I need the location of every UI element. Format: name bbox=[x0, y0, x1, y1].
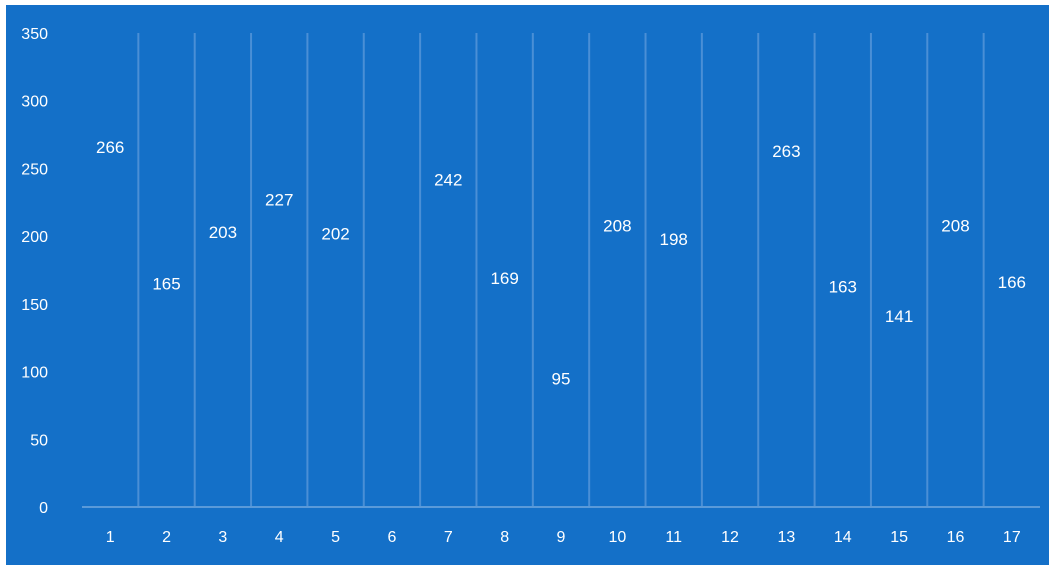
y-tick-label: 100 bbox=[21, 365, 48, 382]
y-tick-label: 350 bbox=[21, 26, 48, 43]
y-axis-tick-labels: 0 50 100 150 200 250 300 350 bbox=[21, 26, 48, 517]
x-tick-label: 2 bbox=[162, 529, 171, 546]
x-tick-label: 13 bbox=[778, 529, 796, 546]
x-tick-label: 9 bbox=[557, 529, 566, 546]
chart-panel: 0 50 100 150 200 250 300 350 1 2 3 4 5 6 7 8 9 10 11 12 13 1… bbox=[6, 5, 1049, 565]
data-label: 208 bbox=[941, 216, 969, 235]
data-label: 166 bbox=[998, 273, 1026, 292]
y-tick-label: 300 bbox=[21, 94, 48, 111]
data-labels: 266 165 203 227 202 242 169 95 208 198 263 163 141 20… bbox=[96, 138, 1026, 389]
x-tick-label: 14 bbox=[834, 529, 852, 546]
grid-layer bbox=[137, 33, 985, 507]
y-tick-label: 150 bbox=[21, 297, 48, 314]
x-tick-label: 5 bbox=[331, 529, 340, 546]
x-tick-label: 3 bbox=[218, 529, 227, 546]
data-label: 203 bbox=[209, 223, 237, 242]
data-label: 266 bbox=[96, 138, 124, 157]
data-label: 198 bbox=[660, 230, 688, 249]
data-label: 95 bbox=[552, 369, 571, 388]
y-tick-label: 0 bbox=[39, 500, 48, 517]
x-tick-label: 8 bbox=[500, 529, 509, 546]
x-tick-label: 17 bbox=[1003, 529, 1021, 546]
x-tick-label: 16 bbox=[947, 529, 965, 546]
data-label: 263 bbox=[772, 142, 800, 161]
data-label: 165 bbox=[152, 275, 180, 294]
data-label: 141 bbox=[885, 307, 913, 326]
data-label: 169 bbox=[490, 269, 518, 288]
x-tick-label: 12 bbox=[721, 529, 739, 546]
x-tick-label: 4 bbox=[275, 529, 284, 546]
x-tick-label: 6 bbox=[387, 529, 396, 546]
x-tick-label: 10 bbox=[608, 529, 626, 546]
x-tick-label: 7 bbox=[444, 529, 453, 546]
y-tick-label: 50 bbox=[30, 432, 48, 449]
x-tick-label: 15 bbox=[890, 529, 908, 546]
data-label: 208 bbox=[603, 216, 631, 235]
data-label: 227 bbox=[265, 191, 293, 210]
y-tick-label: 200 bbox=[21, 229, 48, 246]
data-label: 163 bbox=[829, 277, 857, 296]
y-tick-label: 250 bbox=[21, 161, 48, 178]
data-label: 202 bbox=[321, 224, 349, 243]
x-axis-tick-labels: 1 2 3 4 5 6 7 8 9 10 11 12 13 14 15 16 17 bbox=[106, 529, 1021, 546]
x-tick-label: 11 bbox=[665, 529, 682, 546]
x-tick-label: 1 bbox=[106, 529, 115, 546]
data-label: 242 bbox=[434, 170, 462, 189]
